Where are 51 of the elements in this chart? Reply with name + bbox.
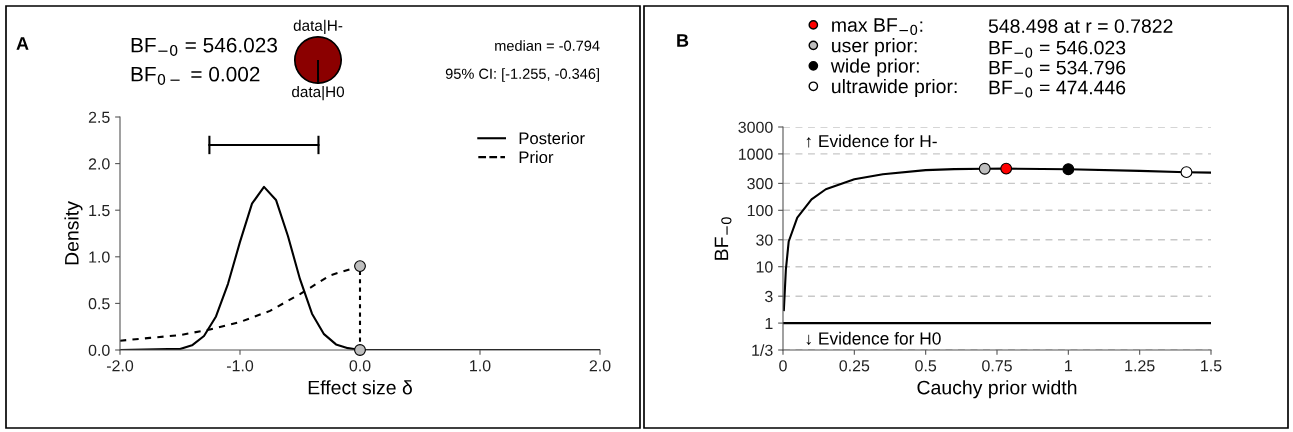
text: median = -0.794 [495, 40, 600, 51]
y-tick-label: 10 [756, 261, 773, 273]
slice-label: data|H0 [292, 85, 345, 101]
y-tick-label: 30 [756, 234, 773, 246]
y-tick-label: 1 [765, 317, 773, 329]
annotation: ↓ Evidence for H0 [806, 331, 941, 345]
x-tick-label: -1.0 [226, 360, 254, 372]
legend-label: user prior: [832, 38, 917, 57]
text: BF$_{−0}$ = 474.446 [989, 80, 1126, 98]
x-tick-label: 0 [779, 360, 787, 372]
legend-label: ultrawide prior: [832, 78, 957, 98]
legend-label: Prior [519, 150, 554, 164]
slice-label: data|H- [293, 19, 343, 35]
annotation: ↑ Evidence for H- [806, 134, 937, 148]
legend-label: Posterior [519, 132, 585, 145]
x-axis-title: Effect size δ [308, 380, 412, 395]
x-tick-label: -2.0 [106, 360, 134, 372]
y-tick-label: 100 [747, 204, 773, 217]
text: BF$_{0−}$ = 0.002 [131, 66, 260, 85]
text: A [16, 37, 29, 50]
x-tick-label: 2.0 [589, 360, 611, 372]
y-axis-title: BF$_{−0}$ [714, 217, 732, 260]
text: 95% CI: [-1.255, -0.346] [445, 68, 599, 82]
x-tick-label: 0.5 [915, 360, 937, 372]
y-tick-label: 0.0 [88, 344, 110, 356]
x-tick-label: 1.0 [470, 360, 491, 372]
text: BF$_{−0}$ = 546.023 [131, 37, 278, 56]
y-tick-label: 2.0 [88, 158, 110, 170]
x-tick-label: 1.25 [1125, 360, 1155, 372]
x-tick-label: 1.5 [1201, 360, 1222, 372]
x-tick-label: 0.75 [982, 360, 1012, 372]
y-tick-label: 1.5 [89, 205, 110, 217]
y-tick-label: 300 [747, 178, 773, 190]
x-tick-label: 0.0 [349, 360, 371, 372]
x-tick-label: 0.25 [839, 360, 870, 372]
y-tick-label: 1000 [738, 148, 773, 160]
y-tick-label: 3 [765, 290, 773, 303]
y-tick-label: 0.5 [88, 298, 110, 310]
text: BF$_{−0}$ = 546.023 [989, 40, 1126, 58]
x-tick-label: 1 [1065, 360, 1072, 372]
x-axis-title: Cauchy prior width [917, 380, 1077, 399]
y-tick-label: 2.5 [88, 111, 110, 123]
text: 548.498 at r = 0.7822 [988, 19, 1173, 33]
legend-label: max BF$_{−0}$: [832, 18, 923, 36]
y-tick-label: 1/3 [752, 344, 773, 356]
legend-label: wide prior: [830, 58, 919, 77]
text: BF$_{−0}$ = 534.796 [989, 60, 1126, 78]
y-tick-label: 3000 [738, 121, 773, 133]
y-tick-label: 1.0 [89, 251, 110, 263]
text: B [677, 34, 689, 47]
y-axis-title: Density [64, 201, 83, 265]
